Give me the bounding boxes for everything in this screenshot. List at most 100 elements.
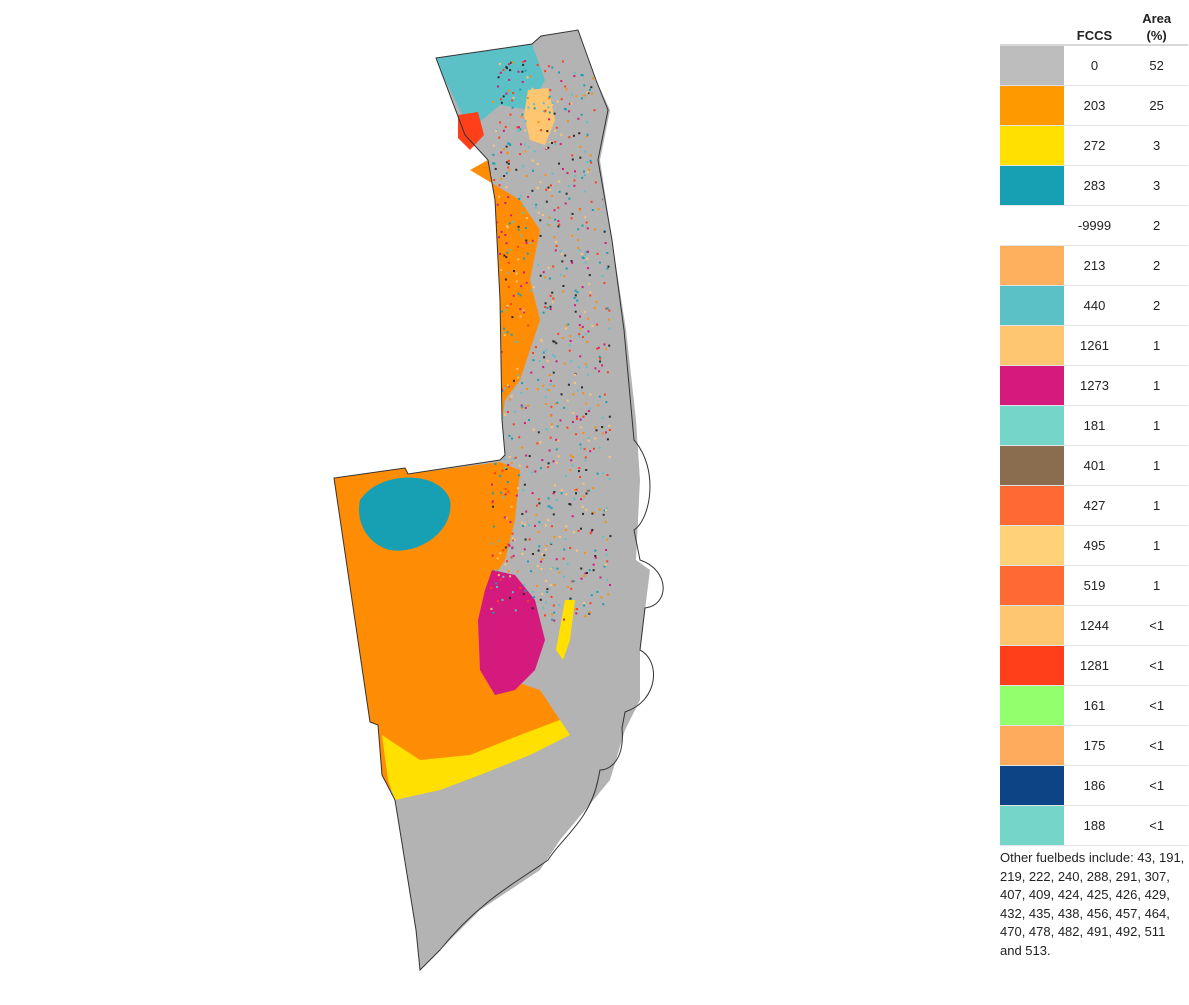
fuelbed-speckle [506,304,509,307]
legend-swatch [1000,205,1064,246]
fuelbed-speckle [504,546,507,549]
fuelbed-speckle [520,406,523,409]
fuelbed-speckle [507,464,510,466]
fuelbed-speckle [559,419,562,422]
legend-swatch [1000,685,1064,726]
fuelbed-speckle [505,161,508,164]
fuelbed-speckle [558,180,561,183]
fuelbed-speckle [538,502,541,505]
fuelbed-speckle [525,281,528,284]
legend-table: FCCS Area (%) 0 52 203 25 272 3 283 3 -9999 2 213 2… [1000,0,1188,846]
legend-area-value: 1 [1125,365,1188,406]
fuelbed-speckle [524,538,527,541]
fuelbed-speckle [575,95,578,98]
fuelbed-speckle [516,367,519,370]
fuelbed-speckle [531,492,534,495]
fuelbed-speckle [594,181,597,184]
fuelbed-speckle [545,428,548,431]
fuelbed-speckle [580,498,583,501]
fuelbed-speckle [505,66,508,69]
legend-fccs-value: 188 [1063,805,1126,846]
fuelbed-speckle [490,414,493,417]
fuelbed-speckle [593,447,595,450]
fuelbed-speckle [589,450,592,453]
fuelbed-speckle [516,278,519,281]
fuelbed-speckle [576,291,579,294]
fuelbed-speckle [608,208,610,211]
fuelbed-speckle [606,267,609,270]
fuelbed-speckle [553,619,556,622]
fuelbed-speckle [559,250,562,253]
fuelbed-speckle [553,112,556,115]
fuelbed-speckle [562,557,565,560]
fuelbed-speckle [543,554,546,557]
fuelbed-speckle [534,470,537,473]
fuelbed-speckle [492,500,494,503]
fuelbed-speckle [604,563,607,566]
fuelbed-speckle [519,88,522,91]
fuelbed-speckle [585,251,588,254]
fuelbed-speckle [506,151,509,154]
fuelbed-speckle [511,437,513,440]
fuelbed-speckle [591,528,594,531]
fuelbed-speckle [502,549,505,552]
legend-fccs-value: 440 [1063,285,1126,326]
legend-area-value: 1 [1125,405,1188,446]
fuelbed-speckle [490,294,493,297]
fuelbed-speckle [553,611,556,614]
fuelbed-speckle [545,403,548,405]
fuelbed-speckle [527,560,529,563]
legend-area-value: 2 [1125,285,1188,326]
fuelbed-speckle [511,106,514,109]
fuelbed-speckle [585,492,588,495]
legend-panel: FCCS Area (%) 0 52 203 25 272 3 283 3 -9999 2 213 2… [1000,0,1189,1000]
fuelbed-speckle [579,418,582,421]
fuelbed-speckle [497,85,499,88]
fuelbed-speckle [558,223,561,226]
fuelbed-speckle [512,92,515,95]
fuelbed-speckle [548,97,550,100]
fuelbed-speckle [569,339,572,342]
fuelbed-speckle [494,167,497,170]
fuelbed-speckle [570,217,573,220]
fuelbed-speckle [574,304,576,307]
fuelbed-speckle [520,234,522,237]
fuelbed-speckle [502,129,505,132]
fuelbed-speckle [523,311,526,314]
fuelbed-speckle [542,102,545,105]
fuelbed-speckle [605,549,608,551]
fuelbed-speckle [609,77,612,80]
fuelbed-speckle [546,591,549,594]
fuelbed-speckle [565,493,568,496]
fuelbed-speckle [608,344,611,347]
fuelbed-speckle [562,285,565,287]
fuelbed-speckle [568,349,571,352]
fuelbed-speckle [504,125,507,128]
legend-row: 440 2 [1000,285,1188,326]
fuelbed-speckle [510,556,513,559]
fuelbed-speckle [562,290,565,293]
fuelbed-region-red [458,112,484,150]
fuelbed-speckle [493,301,496,304]
fuelbed-speckle [562,60,564,63]
fuelbed-speckle [520,285,523,288]
fuelbed-speckle [523,548,526,551]
fuelbed-speckle [535,513,538,516]
fuelbed-speckle [548,224,551,227]
fuelbed-speckle [492,603,495,606]
fuelbed-speckle [499,121,502,124]
fuelbed-speckle [492,259,495,262]
fuelbed-speckle [508,89,511,92]
fuelbed-speckle [608,477,611,480]
fuelbed-speckle [505,145,508,148]
fuelbed-speckle [503,254,506,257]
fuelbed-speckle [583,94,586,97]
fuelbed-speckle [571,234,574,237]
fuelbed-speckle [566,172,569,175]
fuelbed-speckle [549,305,552,308]
fuelbed-speckle [493,264,496,267]
fuelbed-speckle [586,257,589,260]
fuelbed-speckle [558,162,560,165]
fuelbed-speckle [501,337,504,340]
fuelbed-speckle [544,548,547,551]
